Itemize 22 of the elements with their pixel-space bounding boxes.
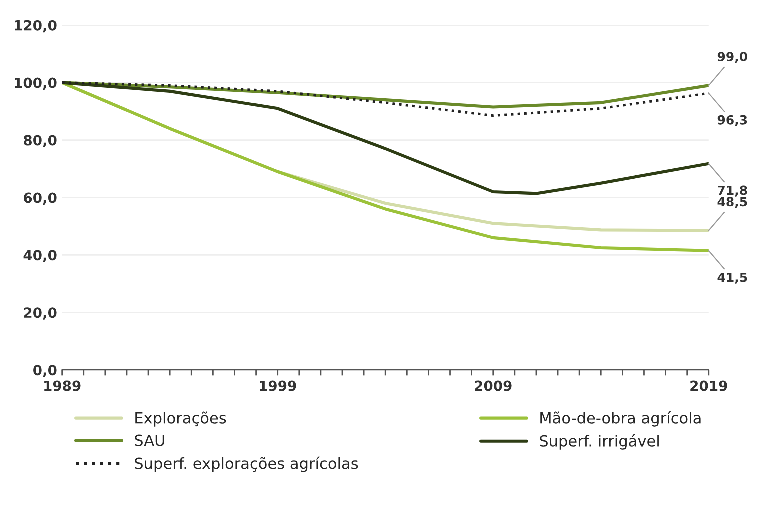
y-tick-label: 60,0 xyxy=(24,192,57,205)
x-tick-label: 1999 xyxy=(260,380,296,392)
data-label: 48,5 xyxy=(718,197,748,208)
legend-label: Mão-de-obra agrícola xyxy=(540,411,701,427)
x-tick-label: 2019 xyxy=(690,380,728,392)
y-tick-label: 40,0 xyxy=(24,250,57,262)
legend-label: SAU xyxy=(135,434,164,446)
x-tick-label: 2009 xyxy=(475,380,512,392)
data-label: 41,5 xyxy=(718,272,748,284)
data-label: 71,8 xyxy=(718,186,748,197)
y-tick-label: 0,0 xyxy=(34,365,57,378)
legend-label: Superf. irrigável xyxy=(540,434,659,450)
y-tick-label: 20,0 xyxy=(24,308,57,320)
data-label: 99,0 xyxy=(718,52,748,64)
legend-label: Explorações xyxy=(136,412,226,427)
line-series xyxy=(62,81,709,196)
x-tick-label: 1989 xyxy=(44,380,81,392)
data-label: 96,3 xyxy=(718,115,748,126)
y-tick-label: 120,0 xyxy=(15,20,57,33)
legend-label: Superf. explorações agrícolas xyxy=(135,456,358,472)
y-tick-label: 100,0 xyxy=(15,78,57,90)
y-tick-label: 80,0 xyxy=(24,135,57,148)
